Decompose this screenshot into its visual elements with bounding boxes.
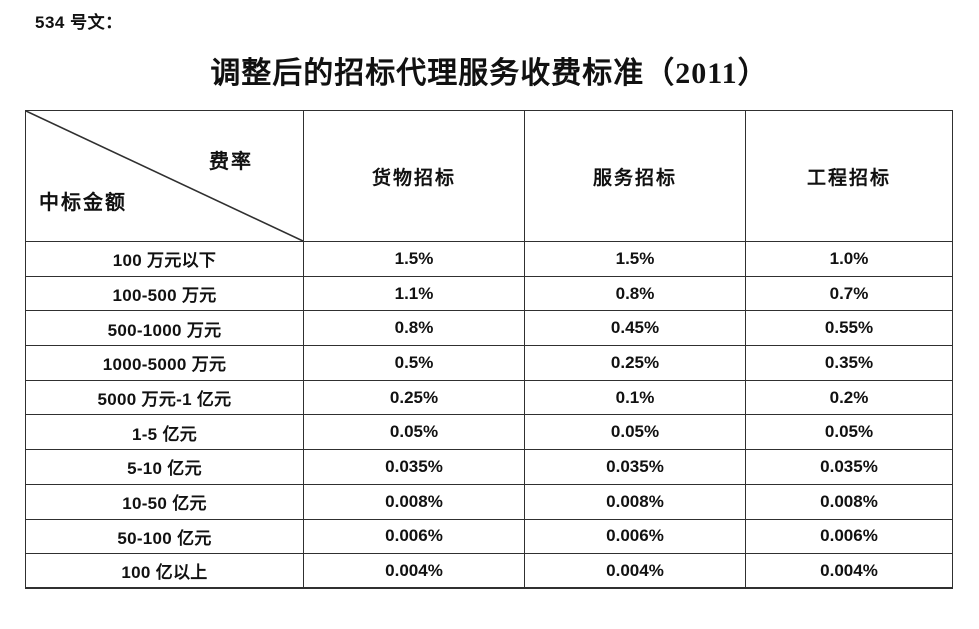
goods-rate-cell: 0.25% (303, 379, 525, 416)
engineering-rate-cell: 1.0% (745, 241, 953, 277)
goods-rate-cell: 0.004% (303, 553, 525, 589)
engineering-rate-cell: 0.004% (745, 553, 953, 589)
engineering-rate-cell: 0.05% (745, 414, 953, 451)
table-row: 1000-5000 万元 0.5% 0.25% 0.35% (25, 345, 953, 381)
amount-range-cell: 5-10 亿元 (25, 449, 304, 485)
service-rate-cell: 0.008% (524, 483, 746, 520)
amount-range-cell: 1000-5000 万元 (25, 345, 304, 381)
engineering-rate-cell: 0.006% (745, 518, 953, 555)
service-rate-cell: 0.05% (524, 414, 746, 451)
amount-range-cell: 50-100 亿元 (25, 518, 304, 555)
engineering-rate-cell: 0.008% (745, 483, 953, 520)
service-rate-cell: 0.006% (524, 518, 746, 555)
doc-number-label: 534 号文： (35, 13, 123, 32)
column-header-service-bidding: 服务招标 (524, 110, 746, 242)
table-row: 100-500 万元 1.1% 0.8% 0.7% (25, 275, 953, 312)
service-rate-cell: 0.25% (524, 345, 746, 381)
service-rate-cell: 1.5% (524, 241, 746, 277)
amount-range-cell: 1-5 亿元 (25, 414, 304, 451)
table-header-row: 费率 中标金额 货物招标 服务招标 工程招标 (25, 110, 953, 242)
engineering-rate-cell: 0.55% (745, 310, 953, 347)
goods-rate-cell: 0.006% (303, 518, 525, 555)
engineering-rate-cell: 0.7% (745, 275, 953, 312)
table-row: 10-50 亿元 0.008% 0.008% 0.008% (25, 483, 953, 520)
engineering-rate-cell: 0.2% (745, 379, 953, 416)
goods-rate-cell: 0.05% (303, 414, 525, 451)
table-row: 100 万元以下 1.5% 1.5% 1.0% (25, 241, 953, 277)
corner-label-fee-rate: 费率 (209, 151, 253, 173)
amount-range-cell: 5000 万元-1 亿元 (25, 379, 304, 416)
column-header-engineering-bidding: 工程招标 (745, 110, 953, 242)
amount-range-cell: 500-1000 万元 (25, 310, 304, 347)
diagonal-divider-line (26, 111, 303, 241)
engineering-rate-cell: 0.035% (745, 449, 953, 485)
amount-range-cell: 100-500 万元 (25, 275, 304, 312)
corner-label-bid-amount: 中标金额 (39, 192, 127, 214)
table-row: 1-5 亿元 0.05% 0.05% 0.05% (25, 414, 953, 451)
goods-rate-cell: 1.1% (303, 275, 525, 312)
service-rate-cell: 0.45% (524, 310, 746, 347)
service-rate-cell: 0.035% (524, 449, 746, 485)
table-row: 5-10 亿元 0.035% 0.035% 0.035% (25, 449, 953, 485)
service-rate-cell: 0.004% (524, 553, 746, 589)
service-rate-cell: 0.1% (524, 379, 746, 416)
amount-range-cell: 100 万元以下 (25, 241, 304, 277)
goods-rate-cell: 1.5% (303, 241, 525, 277)
table-row: 500-1000 万元 0.8% 0.45% 0.55% (25, 310, 953, 347)
table-row: 50-100 亿元 0.006% 0.006% 0.006% (25, 518, 953, 555)
engineering-rate-cell: 0.35% (745, 345, 953, 381)
table-row: 5000 万元-1 亿元 0.25% 0.1% 0.2% (25, 379, 953, 416)
table-row: 100 亿以上 0.004% 0.004% 0.004% (25, 553, 953, 589)
amount-range-cell: 10-50 亿元 (25, 483, 304, 520)
corner-header-cell: 费率 中标金额 (25, 110, 304, 242)
goods-rate-cell: 0.035% (303, 449, 525, 485)
column-header-goods-bidding: 货物招标 (303, 110, 525, 242)
goods-rate-cell: 0.8% (303, 310, 525, 347)
goods-rate-cell: 0.008% (303, 483, 525, 520)
fee-rate-table: 费率 中标金额 货物招标 服务招标 工程招标 100 万元以下 1.5% 1.5… (25, 110, 953, 590)
amount-range-cell: 100 亿以上 (25, 553, 304, 589)
service-rate-cell: 0.8% (524, 275, 746, 312)
goods-rate-cell: 0.5% (303, 345, 525, 381)
page-title: 调整后的招标代理服务收费标准（2011） (210, 57, 769, 90)
